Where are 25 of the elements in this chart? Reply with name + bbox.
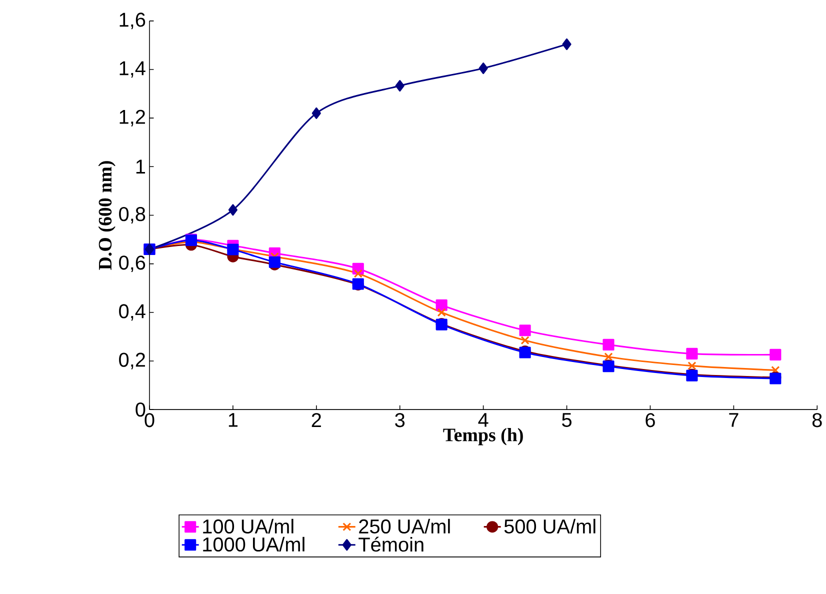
x-tick-label: 7 [729, 413, 738, 427]
y-tick-label: 0 [136, 402, 146, 417]
legend-label: 1000 UA/ml [203, 536, 304, 552]
x-tick-label: 0 [144, 413, 154, 428]
x-axis-title: Temps (h) [443, 428, 523, 446]
y-tick-label: 0,6 [119, 256, 146, 272]
x-tick-label: 1 [228, 413, 238, 427]
y-tick-label: 1 [136, 160, 145, 174]
y-tick-label: 0,4 [119, 304, 146, 321]
y-tick-label: 0,2 [119, 352, 145, 370]
legend-label: 100 UA/ml [203, 518, 294, 534]
y-axis-title: D.O (600 nm) [98, 161, 116, 270]
legend-label: 500 UA/ml [504, 518, 596, 534]
x-tick-label: 4 [478, 413, 488, 427]
legend-label: 250 UA/ml [359, 518, 450, 534]
legend-label: Témoin [358, 536, 424, 552]
x-tick-label: 8 [812, 413, 822, 428]
y-tick-label: 1,2 [120, 110, 145, 126]
y-tick-label: 1,6 [120, 12, 146, 30]
x-tick-label: 5 [562, 413, 572, 428]
x-tick-label: 3 [395, 413, 405, 428]
x-tick-label: 2 [312, 413, 321, 428]
y-tick-label: 1,4 [120, 61, 146, 78]
x-tick-label: 6 [646, 413, 655, 428]
y-tick-label: 0,8 [119, 207, 146, 224]
